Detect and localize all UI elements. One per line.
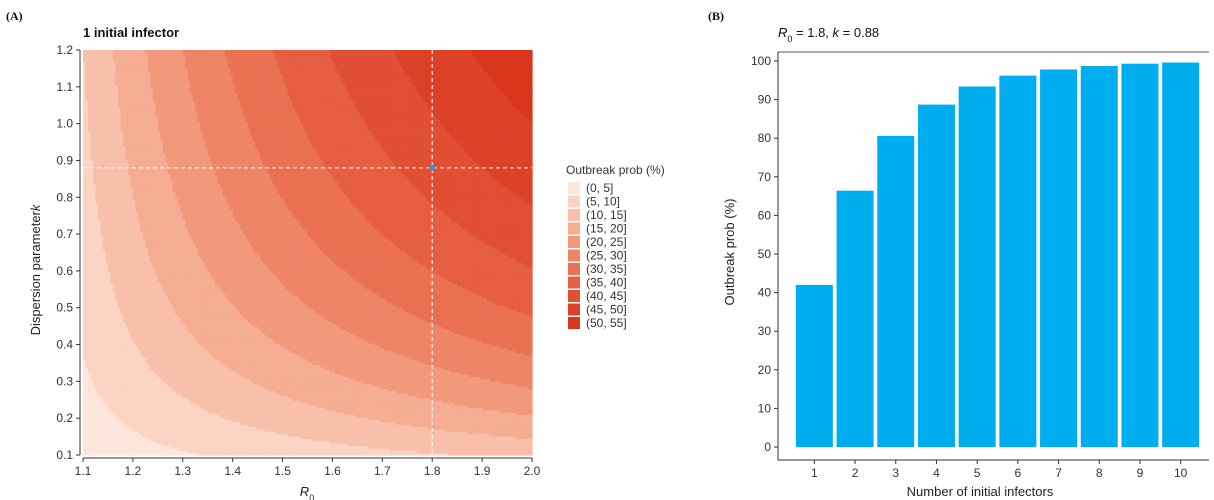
heatmap-title: 1 initial infector bbox=[83, 25, 179, 40]
panel-a-label: (A) bbox=[6, 9, 23, 23]
heatmap-contour-area bbox=[83, 50, 533, 456]
